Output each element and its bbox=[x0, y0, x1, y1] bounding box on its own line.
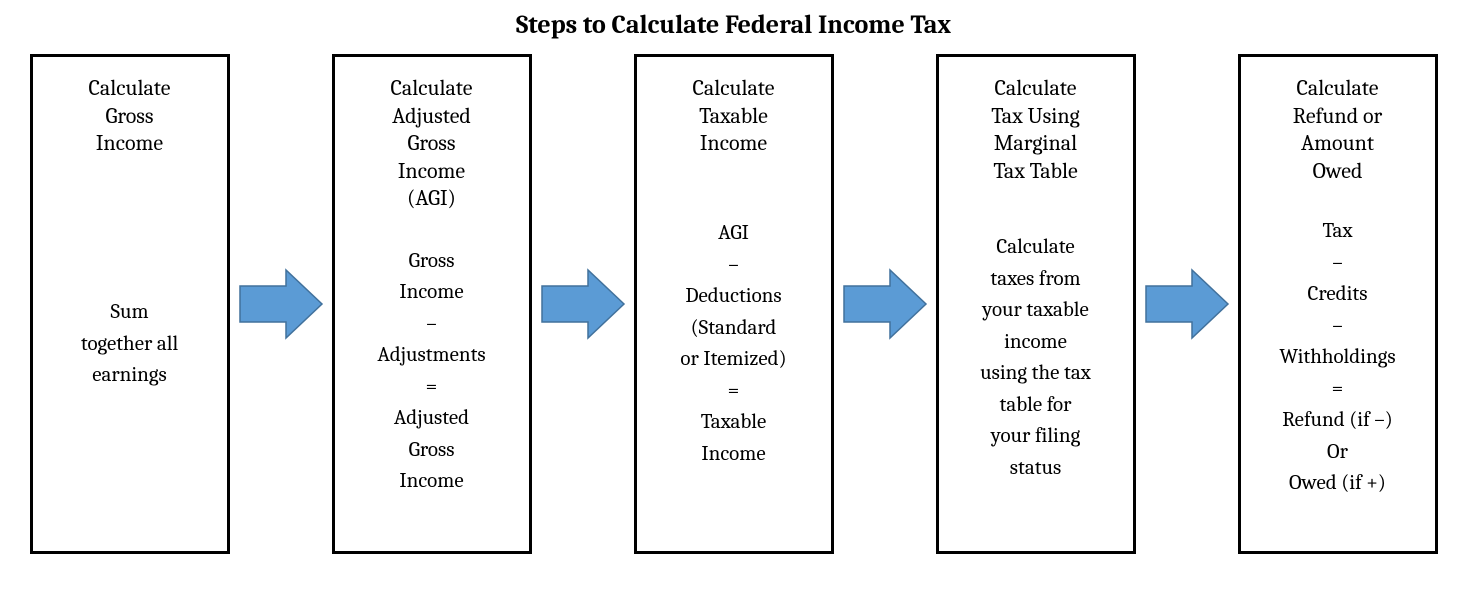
step-body-line: = bbox=[1255, 374, 1421, 406]
step-body-line: Income bbox=[349, 466, 515, 498]
step-body-2: Gross Income – Adjustments = Adjusted Gr… bbox=[349, 241, 515, 534]
step-body-line: Tax bbox=[1255, 216, 1421, 248]
step-body-line: = bbox=[651, 376, 817, 408]
step-body-line: Calculate bbox=[953, 232, 1119, 264]
step-body-3: AGI – Deductions (Standard or Itemized) … bbox=[651, 186, 817, 534]
step-body-line: – bbox=[1255, 248, 1421, 280]
step-box-5: Calculate Refund or Amount Owed Tax – Cr… bbox=[1238, 54, 1438, 554]
step-body-line: Refund (if –) bbox=[1255, 405, 1421, 437]
step-body-4: Calculate taxes from your taxable income… bbox=[953, 213, 1119, 533]
flow-container: Calculate Gross Income Sum together all … bbox=[0, 54, 1467, 554]
step-body-line: your taxable bbox=[953, 295, 1119, 327]
step-body-line: Adjusted bbox=[349, 403, 515, 435]
step-body-line: Credits bbox=[1255, 279, 1421, 311]
step-body-line: Income bbox=[349, 277, 515, 309]
arrow-shape bbox=[240, 270, 322, 338]
step-body-line: Income bbox=[651, 439, 817, 471]
step-body-line: Withholdings bbox=[1255, 342, 1421, 374]
arrow-icon bbox=[840, 264, 930, 344]
step-body-line: using the tax bbox=[953, 358, 1119, 390]
step-body-line: status bbox=[953, 453, 1119, 485]
step-body-line: together all bbox=[47, 329, 213, 361]
step-heading-1: Calculate Gross Income bbox=[47, 75, 213, 158]
arrow-icon bbox=[236, 264, 326, 344]
step-body-line: = bbox=[349, 372, 515, 404]
step-body-line: taxes from bbox=[953, 264, 1119, 296]
step-body-5: Tax – Credits – Withholdings = Refund (i… bbox=[1255, 213, 1421, 533]
step-heading-2: Calculate Adjusted Gross Income (AGI) bbox=[349, 75, 515, 213]
step-heading-5: Calculate Refund or Amount Owed bbox=[1255, 75, 1421, 185]
step-box-2: Calculate Adjusted Gross Income (AGI) Gr… bbox=[332, 54, 532, 554]
step-body-line: Taxable bbox=[651, 407, 817, 439]
step-body-line: Or bbox=[1255, 437, 1421, 469]
step-body-line: earnings bbox=[47, 360, 213, 392]
step-heading-3: Calculate Taxable Income bbox=[651, 75, 817, 158]
arrow-icon bbox=[1142, 264, 1232, 344]
arrow-shape bbox=[844, 270, 926, 338]
step-body-line: Gross bbox=[349, 246, 515, 278]
step-box-4: Calculate Tax Using Marginal Tax Table C… bbox=[936, 54, 1136, 554]
step-body-line: your filing bbox=[953, 421, 1119, 453]
step-body-line: Owed (if +) bbox=[1255, 468, 1421, 500]
step-body-line: – bbox=[1255, 311, 1421, 343]
step-body-line: Deductions bbox=[651, 281, 817, 313]
arrow-shape bbox=[542, 270, 624, 338]
step-heading-4: Calculate Tax Using Marginal Tax Table bbox=[953, 75, 1119, 185]
step-box-3: Calculate Taxable Income AGI – Deduction… bbox=[634, 54, 834, 554]
step-body-line: table for bbox=[953, 390, 1119, 422]
step-body-line: or Itemized) bbox=[651, 344, 817, 376]
arrow-icon bbox=[538, 264, 628, 344]
step-body-line: (Standard bbox=[651, 313, 817, 345]
step-body-line: AGI bbox=[651, 218, 817, 250]
step-box-1: Calculate Gross Income Sum together all … bbox=[30, 54, 230, 554]
step-body-line: Gross bbox=[349, 435, 515, 467]
step-body-1: Sum together all earnings bbox=[47, 186, 213, 534]
step-body-line: – bbox=[349, 309, 515, 341]
step-body-line: Sum bbox=[47, 297, 213, 329]
step-body-line: Adjustments bbox=[349, 340, 515, 372]
arrow-shape bbox=[1146, 270, 1228, 338]
step-body-line: – bbox=[651, 250, 817, 282]
diagram-title: Steps to Calculate Federal Income Tax bbox=[0, 0, 1467, 54]
step-body-line: income bbox=[953, 327, 1119, 359]
